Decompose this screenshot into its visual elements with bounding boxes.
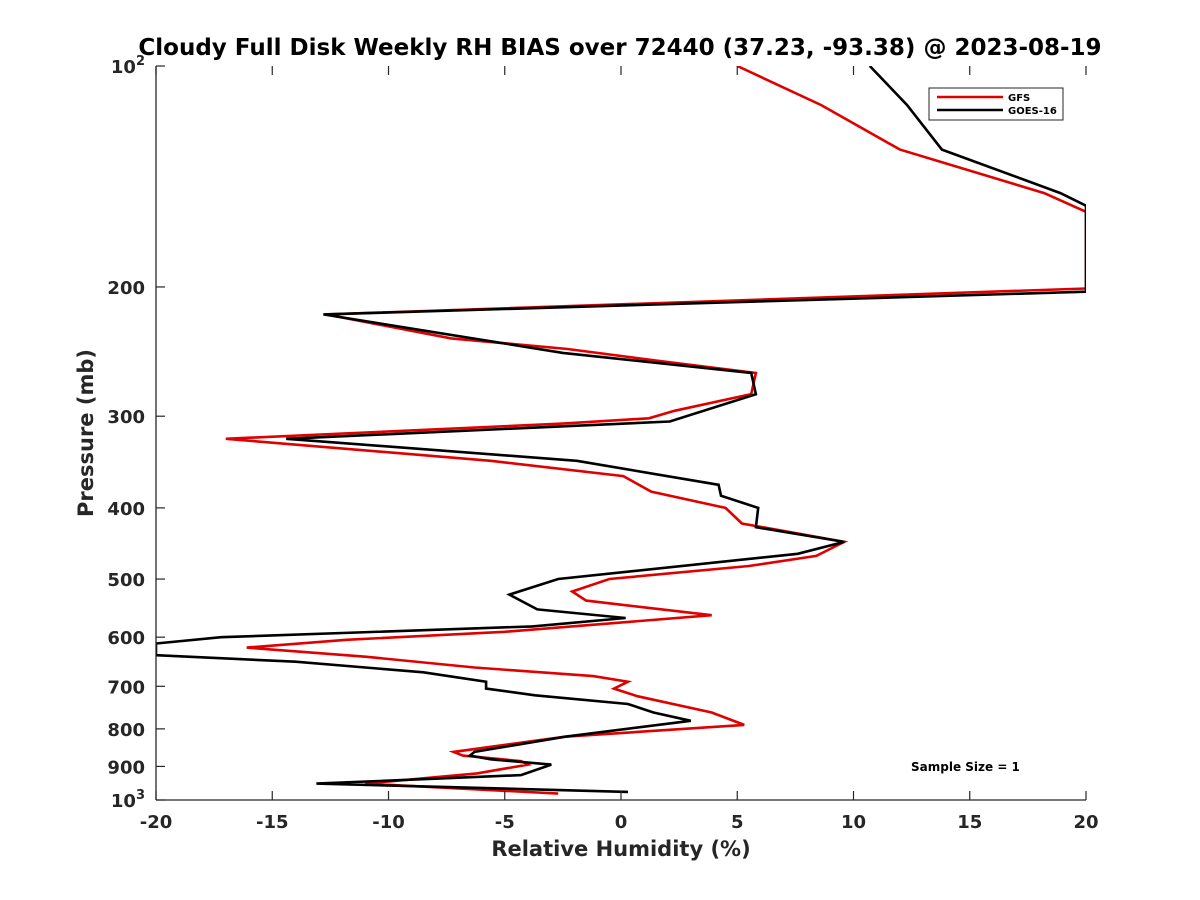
x-tick-label: 0 (615, 812, 628, 833)
x-tick-label: 20 (1073, 812, 1098, 833)
x-axis-label: Relative Humidity (%) (491, 837, 750, 861)
chart-title: Cloudy Full Disk Weekly RH BIAS over 724… (138, 35, 1101, 61)
x-tick-label: 5 (731, 812, 744, 833)
series-line-gfs (225, 66, 1086, 795)
y-tick-label: 103 (111, 788, 145, 812)
series-layer (156, 66, 1086, 795)
x-tick-label: 10 (841, 812, 866, 833)
x-tick-label: -20 (140, 812, 173, 833)
y-tick-label: 600 (107, 628, 145, 649)
sample-size-annotation: Sample Size = 1 (911, 760, 1020, 774)
y-tick-label: 500 (107, 570, 145, 591)
legend-box (928, 87, 1064, 121)
y-axis-label: Pressure (mb) (74, 349, 98, 517)
x-tick-label: -10 (372, 812, 405, 833)
legend: GFS GOES-16 (928, 87, 1064, 121)
legend-label-goes16: GOES-16 (1008, 106, 1057, 117)
x-tick-label: 15 (957, 812, 982, 833)
legend-label-gfs: GFS (1008, 93, 1030, 104)
y-tick-label: 900 (107, 757, 145, 778)
x-tick-label: -5 (495, 812, 515, 833)
x-tick-label: -15 (256, 812, 289, 833)
y-tick-label: 200 (107, 278, 145, 299)
series-line-goes16 (156, 66, 1086, 794)
y-tick-label: 102 (111, 54, 145, 78)
y-tick-label: 800 (107, 720, 145, 741)
plot-area: -20 -15 -10 -5 0 5 10 15 20 102 200 300 400 500 600 70… (107, 54, 1098, 833)
y-tick-label: 400 (107, 499, 145, 520)
x-ticks: -20 -15 -10 -5 0 5 10 15 20 (140, 66, 1099, 833)
axes-box (156, 66, 1086, 800)
y-tick-label: 300 (107, 407, 145, 428)
y-ticks: 102 200 300 400 500 600 700 800 900 103 (107, 54, 165, 812)
y-tick-label: 700 (107, 677, 145, 698)
